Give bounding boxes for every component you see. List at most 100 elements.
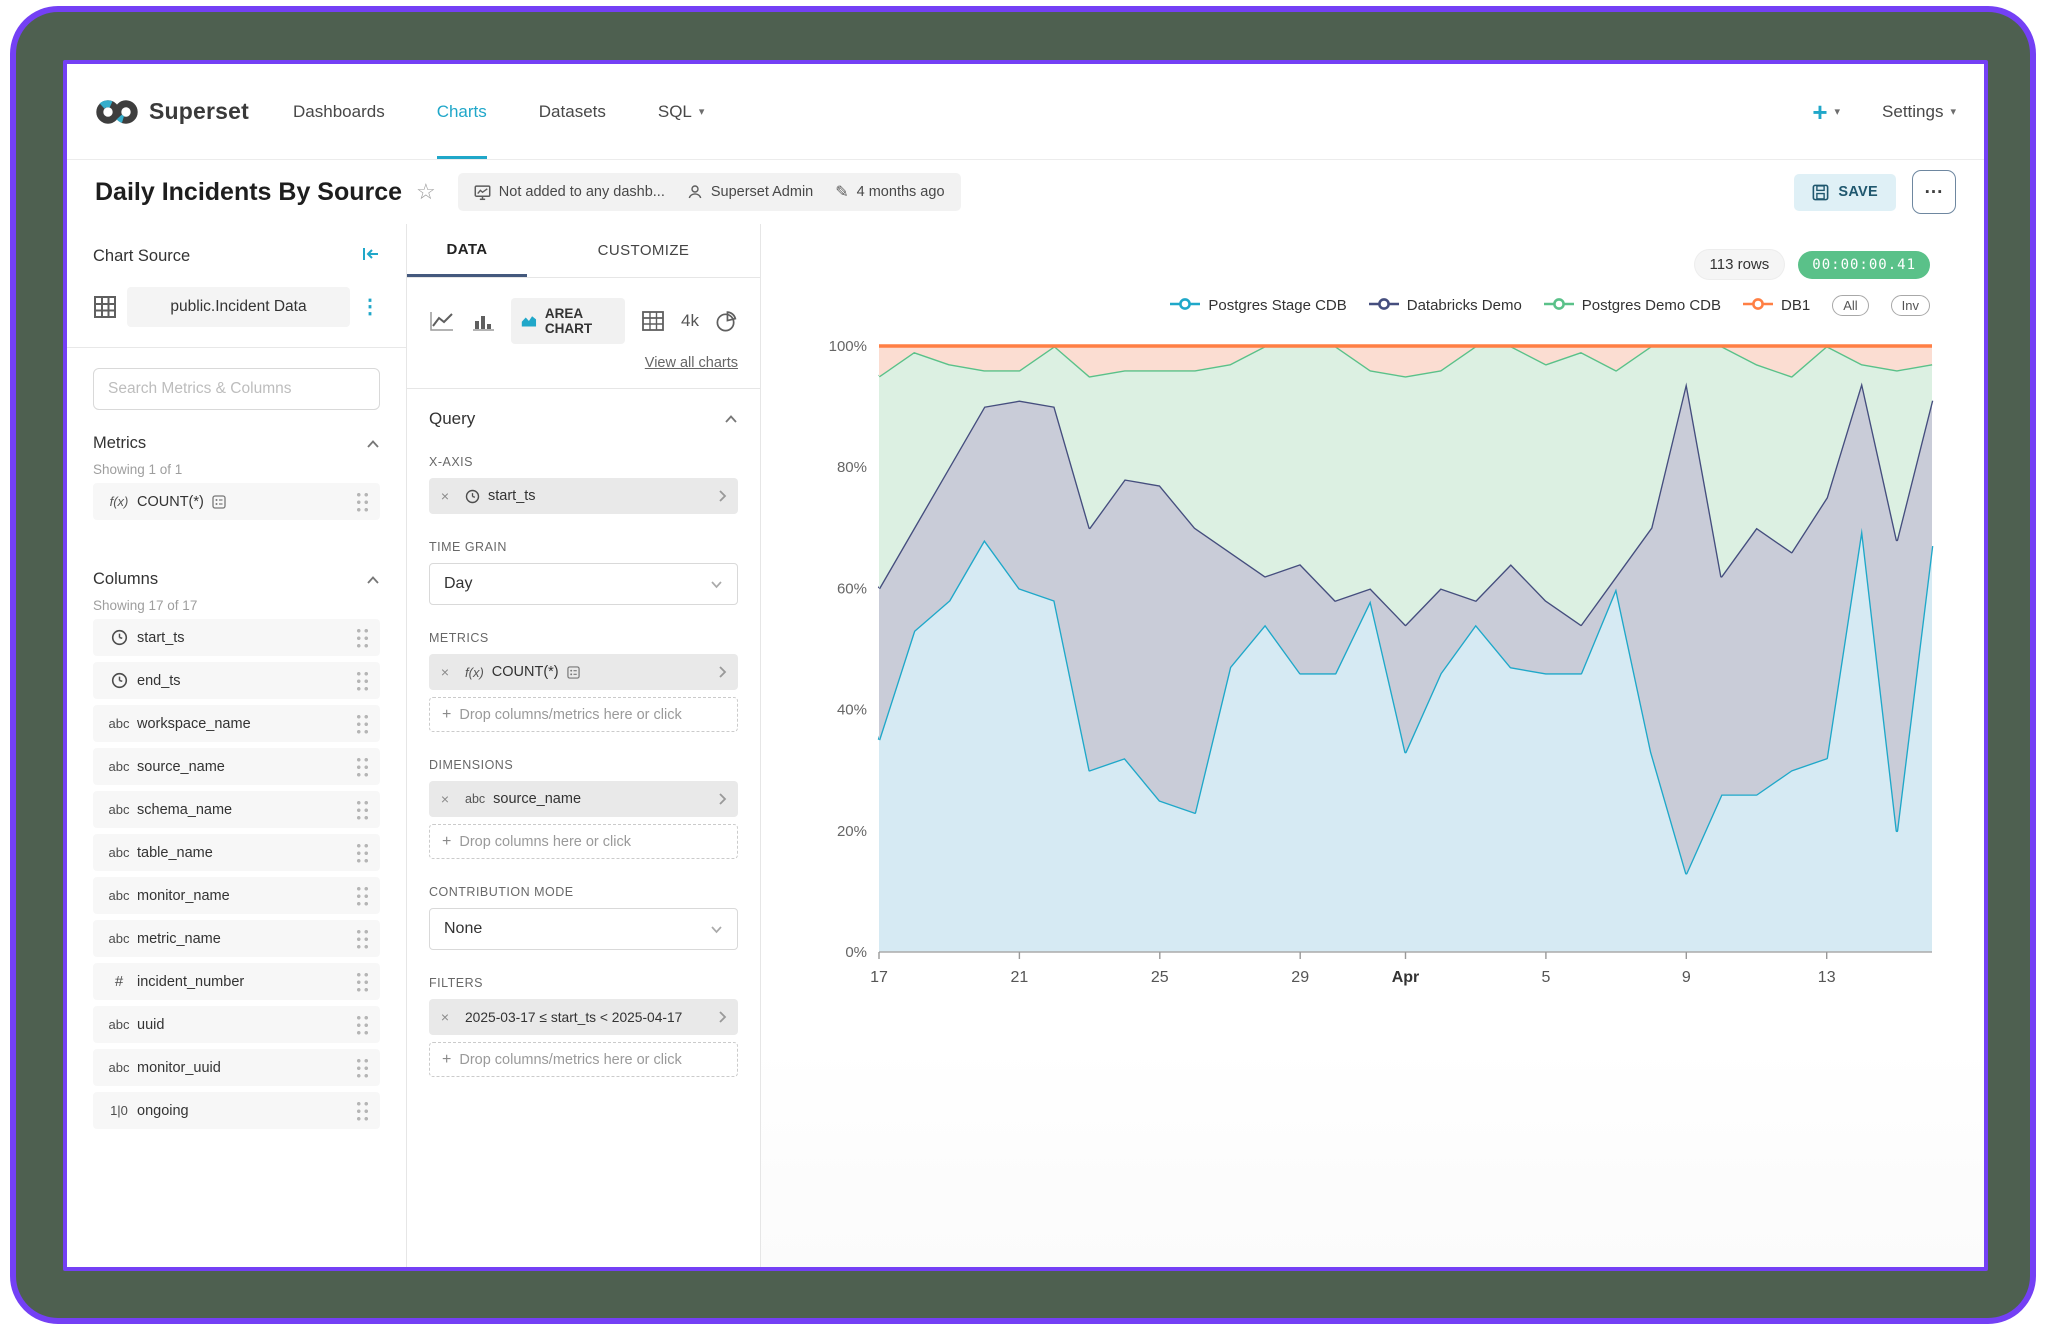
pie-chart-icon[interactable] <box>715 310 738 333</box>
column-item[interactable]: 1|0 ongoing <box>93 1092 380 1129</box>
svg-text:Apr: Apr <box>1392 969 1420 986</box>
dimensions-drop-zone[interactable]: + Drop columns here or click <box>429 824 738 859</box>
x-axis-pill[interactable]: × start_ts <box>429 478 738 514</box>
clock-icon <box>101 629 137 646</box>
column-item[interactable]: abc workspace_name <box>93 705 380 742</box>
chevron-up-icon[interactable] <box>366 439 380 449</box>
column-item[interactable]: abc monitor_uuid <box>93 1049 380 1086</box>
columns-showing-count: Showing 17 of 17 <box>93 598 198 613</box>
time-grain-select[interactable]: Day <box>429 563 738 605</box>
nav-item-charts[interactable]: Charts <box>436 64 487 159</box>
drag-handle[interactable] <box>355 755 370 778</box>
logo-text: Superset <box>149 98 250 124</box>
page-title: Daily Incidents By Source <box>95 177 403 206</box>
table-icon[interactable] <box>641 310 665 332</box>
remove-icon[interactable]: × <box>440 1009 450 1025</box>
svg-text:9: 9 <box>1682 969 1691 986</box>
metrics-drop-zone[interactable]: + Drop columns/metrics here or click <box>429 697 738 732</box>
bar-chart-icon[interactable] <box>471 310 495 332</box>
dataset-name[interactable]: public.Incident Data <box>127 287 350 327</box>
dimensions-label: DIMENSIONS <box>429 758 514 772</box>
drag-handle[interactable] <box>355 1099 370 1122</box>
chevron-right-icon[interactable] <box>706 792 738 806</box>
drag-handle[interactable] <box>355 1056 370 1079</box>
text-type-icon: abc <box>108 888 130 903</box>
top-nav: Superset Dashboards Charts Datasets SQL ▾… <box>67 64 1984 160</box>
nav-item-datasets[interactable]: Datasets <box>538 101 606 121</box>
drag-handle[interactable] <box>355 712 370 735</box>
settings-menu[interactable]: Settings ▾ <box>1882 101 1956 121</box>
chevron-right-icon[interactable] <box>706 489 738 503</box>
search-metrics-columns-input[interactable] <box>93 368 380 410</box>
dataset-options-kebab-icon[interactable]: ⋮ <box>360 296 380 318</box>
column-item[interactable]: # incident_number <box>93 963 380 1000</box>
drag-handle[interactable] <box>355 1013 370 1036</box>
chevron-right-icon[interactable] <box>706 1010 738 1024</box>
plus-icon: + <box>442 832 452 850</box>
edit-pencil-icon[interactable]: ✎ <box>835 184 849 201</box>
text-type-icon: abc <box>108 802 130 817</box>
favorite-star-icon[interactable]: ☆ <box>416 179 436 204</box>
legend-select-all-button[interactable]: All <box>1832 295 1869 316</box>
superset-logo[interactable]: Superset <box>95 64 249 159</box>
legend-item-databricks-demo[interactable]: Databricks Demo <box>1368 297 1522 314</box>
column-item[interactable]: abc metric_name <box>93 920 380 957</box>
remove-icon[interactable]: × <box>440 664 450 680</box>
tab-data[interactable]: DATA <box>407 224 527 277</box>
metrics-heading: Metrics <box>93 434 147 452</box>
dimensions-pill[interactable]: × abc source_name <box>429 781 738 817</box>
metric-item-count[interactable]: f(x) COUNT(*) <box>93 483 380 520</box>
drag-handle[interactable] <box>355 669 370 692</box>
new-item-button[interactable]: + ▾ <box>1812 96 1840 128</box>
legend-item-db1[interactable]: DB1 <box>1743 297 1810 314</box>
legend-invert-button[interactable]: Inv <box>1890 295 1930 316</box>
column-item[interactable]: abc uuid <box>93 1006 380 1043</box>
chevron-up-icon[interactable] <box>366 575 380 585</box>
more-options-button[interactable]: ... <box>1912 170 1956 214</box>
drag-handle[interactable] <box>355 841 370 864</box>
column-item[interactable]: abc monitor_name <box>93 877 380 914</box>
superset-app-window: Superset Dashboards Charts Datasets SQL ▾… <box>63 60 1988 1271</box>
metrics-label: METRICS <box>429 631 489 645</box>
viz-type-area-chart[interactable]: AREA CHART <box>511 298 626 344</box>
query-section-header[interactable]: Query <box>429 409 738 429</box>
nav-item-sql[interactable]: SQL ▾ <box>657 101 705 121</box>
header-actions: SAVE ... <box>1794 170 1956 214</box>
user-icon <box>688 185 702 199</box>
filters-pill[interactable]: × 2025-03-17 ≤ start_ts < 2025-04-17 <box>429 999 738 1035</box>
contribution-mode-select[interactable]: None <box>429 908 738 950</box>
drag-handle[interactable] <box>355 970 370 993</box>
chevron-right-icon[interactable] <box>706 665 738 679</box>
drag-handle[interactable] <box>355 927 370 950</box>
collapse-panel-icon[interactable] <box>362 246 380 267</box>
tab-customize[interactable]: CUSTOMIZE <box>597 242 690 259</box>
legend-item-postgres-demo-cdb[interactable]: Postgres Demo CDB <box>1543 297 1721 314</box>
column-item[interactable]: end_ts <box>93 662 380 699</box>
remove-icon[interactable]: × <box>440 488 450 504</box>
drag-handle[interactable] <box>355 626 370 649</box>
svg-text:80%: 80% <box>837 459 867 476</box>
save-button[interactable]: SAVE <box>1794 173 1896 211</box>
legend-item-postgres-stage-cdb[interactable]: Postgres Stage CDB <box>1170 297 1347 314</box>
line-chart-icon[interactable] <box>429 310 455 332</box>
metrics-pill[interactable]: × f(x) COUNT(*) <box>429 654 738 690</box>
column-item[interactable]: start_ts <box>93 619 380 656</box>
column-item[interactable]: abc source_name <box>93 748 380 785</box>
drag-handle[interactable] <box>355 798 370 821</box>
drag-handle[interactable] <box>355 490 370 513</box>
nav-item-dashboards[interactable]: Dashboards <box>293 101 385 121</box>
x-axis-label: X-AXIS <box>429 455 473 469</box>
filters-drop-zone[interactable]: + Drop columns/metrics here or click <box>429 1042 738 1077</box>
drag-handle[interactable] <box>355 884 370 907</box>
column-item[interactable]: abc table_name <box>93 834 380 871</box>
clock-icon <box>101 672 137 689</box>
column-item[interactable]: abc schema_name <box>93 791 380 828</box>
view-all-charts-link[interactable]: View all charts <box>644 355 738 371</box>
area-chart-icon <box>521 316 537 327</box>
control-tabs: DATA CUSTOMIZE <box>407 224 760 278</box>
remove-icon[interactable]: × <box>440 791 450 807</box>
big-number-chart-icon[interactable]: 4k <box>681 311 699 330</box>
caret-down-icon: ▾ <box>698 106 705 118</box>
svg-text:17: 17 <box>870 969 888 986</box>
